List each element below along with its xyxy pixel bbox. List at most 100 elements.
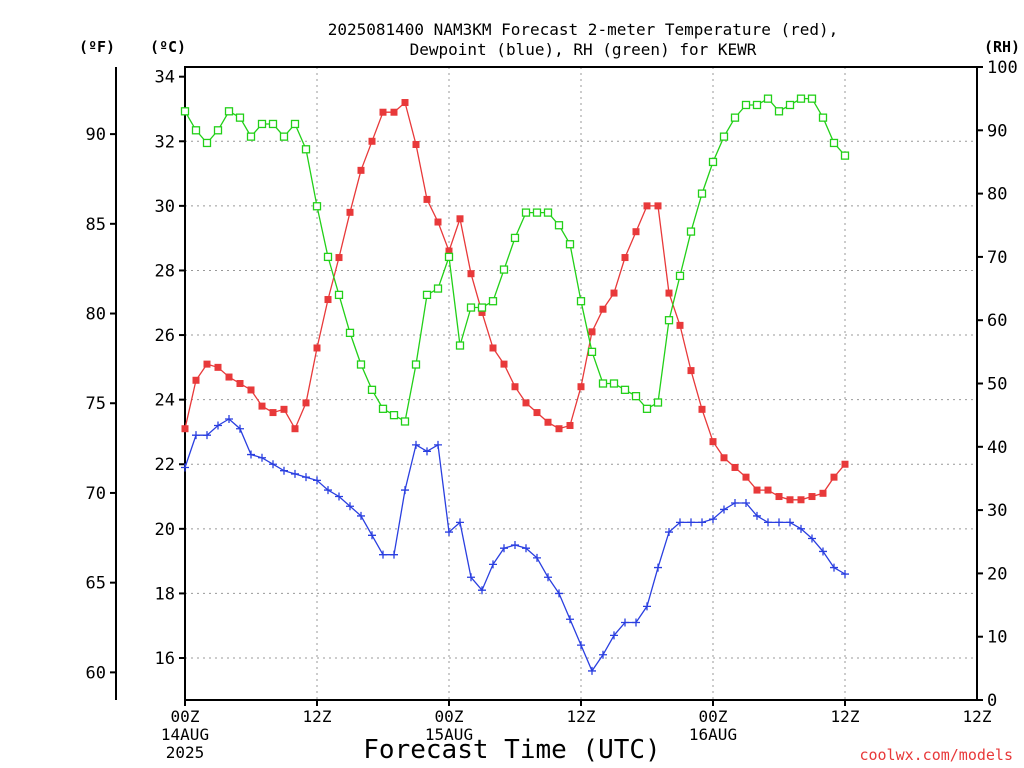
rh-point	[587, 347, 597, 357]
rh-point	[774, 107, 784, 116]
celsius-unit-label: (ºC)	[150, 38, 186, 56]
dewpoint-point	[643, 602, 651, 611]
rh-point	[400, 417, 410, 426]
dewpoint-point	[841, 570, 849, 579]
dewpoint-point	[687, 518, 695, 527]
fahrenheit-tick-label: 60	[86, 663, 106, 683]
rh-point	[664, 316, 674, 325]
temperature-point	[687, 367, 695, 375]
dewpoint-point	[522, 544, 530, 553]
temperature-point	[302, 399, 310, 407]
dewpoint-point	[456, 518, 464, 527]
temperature-point	[522, 399, 530, 407]
rh-point	[235, 113, 245, 122]
temperature-point	[500, 360, 508, 368]
fahrenheit-tick-label: 85	[86, 215, 106, 235]
x-tick-label: 15AUG	[425, 725, 473, 744]
rh-point	[807, 94, 817, 103]
grid-lines	[185, 67, 977, 700]
rh-point	[675, 271, 685, 281]
rh-point	[840, 151, 850, 160]
temperature-point	[698, 405, 706, 413]
temperature-point	[610, 289, 618, 297]
rh-point	[367, 385, 377, 394]
fahrenheit-unit-label: (ºF)	[79, 38, 115, 56]
rh-point	[631, 392, 641, 401]
rh-point	[334, 290, 344, 300]
rh-tick-label: 10	[987, 628, 1007, 648]
x-tick-label: 12Z	[831, 707, 860, 726]
rh-point	[180, 107, 190, 116]
rh-point	[565, 240, 575, 249]
temperature-point	[445, 247, 453, 255]
dewpoint-point	[511, 540, 519, 549]
dewpoint-point	[632, 618, 640, 627]
rh-line	[184, 97, 846, 423]
celsius-tick-label: 22	[155, 455, 175, 475]
dewpoint-point	[368, 531, 376, 540]
dewpoint-point	[313, 476, 321, 485]
temperature-series	[181, 99, 849, 504]
temperature-point	[808, 493, 816, 501]
rh-point	[741, 100, 751, 110]
dewpoint-point	[280, 466, 288, 475]
temperature-point	[544, 418, 552, 426]
temperature-point	[456, 215, 464, 223]
celsius-tick-label: 16	[155, 649, 175, 669]
celsius-tick-label: 24	[155, 391, 175, 411]
rh-point	[686, 227, 696, 236]
temperature-point	[258, 402, 266, 410]
dewpoint-point	[709, 515, 717, 524]
dewpoint-point	[379, 550, 387, 559]
temperature-point	[709, 438, 717, 446]
chart-title-line1: 2025081400 NAM3KM Forecast 2-meter Tempe…	[328, 20, 839, 39]
temperature-point	[731, 463, 739, 471]
rh-point	[345, 328, 355, 338]
dewpoint-point	[335, 492, 343, 501]
dewpoint-point	[236, 424, 244, 433]
temperature-point	[643, 202, 651, 210]
rh-point	[312, 202, 322, 211]
rh-point	[763, 94, 773, 103]
rh-point	[730, 113, 740, 122]
x-tick-label: 16AUG	[689, 725, 737, 744]
dewpoint-point	[225, 415, 233, 424]
temperature-point	[280, 405, 288, 413]
temperature-point	[192, 376, 200, 384]
temperature-point	[577, 383, 585, 391]
temperature-point	[797, 496, 805, 504]
dewpoint-point	[181, 463, 189, 472]
dewpoint-point	[808, 534, 816, 543]
rh-tick-label: 40	[987, 438, 1007, 458]
temperature-point	[775, 493, 783, 501]
axes	[110, 66, 983, 706]
dewpoint-point	[599, 650, 607, 659]
x-tick-label: 12Z	[963, 707, 992, 726]
rh-point	[554, 221, 564, 230]
dewpoint-point	[577, 641, 585, 650]
temperature-point	[555, 425, 563, 433]
temperature-point	[236, 380, 244, 387]
temperature-point	[225, 373, 233, 381]
rh-point	[422, 290, 432, 300]
x-tick-label: 12Z	[567, 707, 596, 726]
fahrenheit-tick-label: 90	[86, 125, 106, 145]
celsius-tick-label: 28	[155, 261, 175, 281]
dewpoint-point	[247, 450, 255, 459]
rh-point	[356, 360, 366, 369]
rh-point	[697, 189, 707, 198]
temperature-point	[390, 108, 398, 116]
dewpoint-point	[412, 440, 420, 449]
dewpoint-point	[467, 573, 475, 582]
temperature-point	[599, 305, 607, 313]
temperature-point	[830, 473, 838, 481]
temperature-point	[819, 489, 827, 497]
rh-tick-label: 80	[987, 185, 1007, 205]
temperature-point	[203, 360, 211, 368]
temperature-point	[247, 386, 255, 394]
rh-point	[532, 208, 542, 217]
dewpoint-point	[698, 518, 706, 527]
rh-point	[444, 252, 454, 262]
temperature-point	[753, 486, 761, 494]
